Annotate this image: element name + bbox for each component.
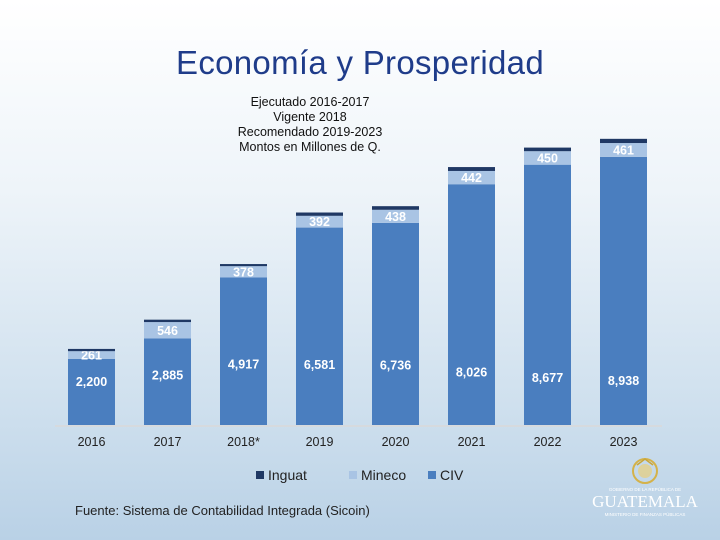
bar-inguat-2018 <box>220 264 267 267</box>
data-label-mineco-2023: 461 <box>613 143 634 157</box>
legend-swatch-civ <box>428 471 436 479</box>
logo-name: GUATEMALA <box>592 492 698 511</box>
bar-mineco-2023 <box>600 143 647 157</box>
logo-small-text: GOBIERNO DE LA REPÚBLICA DE <box>609 486 681 492</box>
data-label-mineco-2022: 450 <box>537 151 558 165</box>
data-label-civ-2020: 6,736 <box>380 359 411 373</box>
subtitle-line-executed: Ejecutado 2016-2017 <box>250 95 370 109</box>
bar-civ-2020 <box>372 222 419 425</box>
bar-mineco-2017 <box>144 322 191 339</box>
legend-swatch-mineco <box>349 471 357 479</box>
x-tick-2023: 2023 <box>610 435 638 449</box>
x-tick-2018: 2018* <box>227 435 260 449</box>
source-note: Fuente: Sistema de Contabilidad Integrad… <box>75 503 370 518</box>
bar-civ-2017 <box>144 338 191 425</box>
bar-mineco-2019 <box>296 215 343 228</box>
legend-label-civ: CIV <box>440 467 464 483</box>
bar-mineco-2016 <box>68 351 115 359</box>
data-label-civ-2023: 8,938 <box>608 374 639 388</box>
subtitle-line-current: Vigente 2018 <box>273 110 347 124</box>
x-tick-2021: 2021 <box>458 435 486 449</box>
legend: Inguat Mineco CIV <box>256 467 464 483</box>
bar-inguat-2020 <box>372 206 419 210</box>
x-tick-2019: 2019 <box>306 435 334 449</box>
bar-inguat-2017 <box>144 319 191 323</box>
bar-civ-2021 <box>448 184 495 425</box>
x-tick-labels: 2016 2017 2018* 2019 2020 2021 2022 2023 <box>78 435 638 449</box>
bar-civ-2018 <box>220 277 267 425</box>
legend-swatch-inguat <box>256 471 264 479</box>
bar-inguat-2019 <box>296 212 343 216</box>
bar-mineco-2022 <box>524 151 571 165</box>
bar-mineco-2018 <box>220 266 267 278</box>
data-label-civ-2018: 4,917 <box>228 357 259 371</box>
x-tick-2016: 2016 <box>78 435 106 449</box>
bar-inguat-2021 <box>448 167 495 171</box>
bar-civ-2016 <box>68 359 115 425</box>
bars-layer: 2,200 261 2,885 546 4,917 378 6,581 392 6,736 438… <box>68 138 647 426</box>
data-label-mineco-2020: 438 <box>385 210 406 224</box>
data-label-mineco-2017: 546 <box>157 324 178 338</box>
x-tick-2017: 2017 <box>154 435 182 449</box>
data-label-mineco-2018: 378 <box>233 265 254 279</box>
legend-label-mineco: Mineco <box>361 467 406 483</box>
bar-civ-2019 <box>296 227 343 425</box>
bar-inguat-2016 <box>68 348 115 352</box>
logo-ministry: MINISTERIO DE FINANZAS PÚBLICAS <box>605 511 686 517</box>
bar-civ-2023 <box>600 156 647 426</box>
data-label-mineco-2019: 392 <box>309 215 330 229</box>
chart-title: Economía y Prosperidad <box>176 44 544 81</box>
chart-subtitle: Ejecutado 2016-2017 Vigente 2018 Recomen… <box>210 95 410 155</box>
x-tick-2020: 2020 <box>382 435 410 449</box>
subtitle-line-units: Montos en Millones de Q. <box>239 140 381 154</box>
data-label-civ-2016: 2,200 <box>76 375 107 389</box>
bar-inguat-2023 <box>600 138 647 144</box>
data-label-civ-2021: 8,026 <box>456 366 487 380</box>
coat-of-arms-icon <box>632 458 658 484</box>
subtitle-line-recommended: Recomendado 2019-2023 <box>237 125 383 139</box>
data-label-mineco-2021: 442 <box>461 171 482 185</box>
bar-inguat-2022 <box>524 147 571 152</box>
x-tick-2022: 2022 <box>534 435 562 449</box>
data-label-civ-2017: 2,885 <box>152 368 183 382</box>
data-label-civ-2022: 8,677 <box>532 371 563 385</box>
bar-civ-2022 <box>524 164 571 425</box>
legend-label-inguat: Inguat <box>268 467 307 483</box>
data-label-mineco-2016: 261 <box>81 349 102 363</box>
data-label-civ-2019: 6,581 <box>304 358 335 372</box>
stacked-bar-chart: 2,200 261 2,885 546 4,917 378 6,581 392 6,736 438… <box>55 138 662 483</box>
bar-mineco-2021 <box>448 170 495 185</box>
bar-mineco-2020 <box>372 209 419 223</box>
guatemala-logo: GOBIERNO DE LA REPÚBLICA DE GUATEMALA MI… <box>592 458 699 517</box>
